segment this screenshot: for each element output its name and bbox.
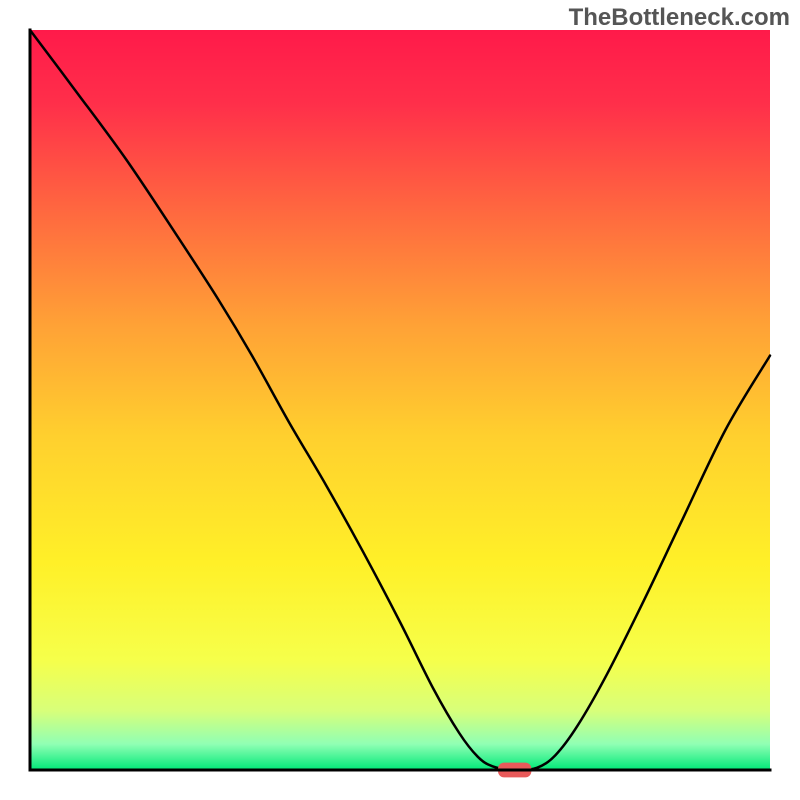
plot-background <box>30 30 770 770</box>
watermark-text: TheBottleneck.com <box>569 4 790 32</box>
bottleneck-chart <box>0 0 800 800</box>
chart-container: TheBottleneck.com <box>0 0 800 800</box>
